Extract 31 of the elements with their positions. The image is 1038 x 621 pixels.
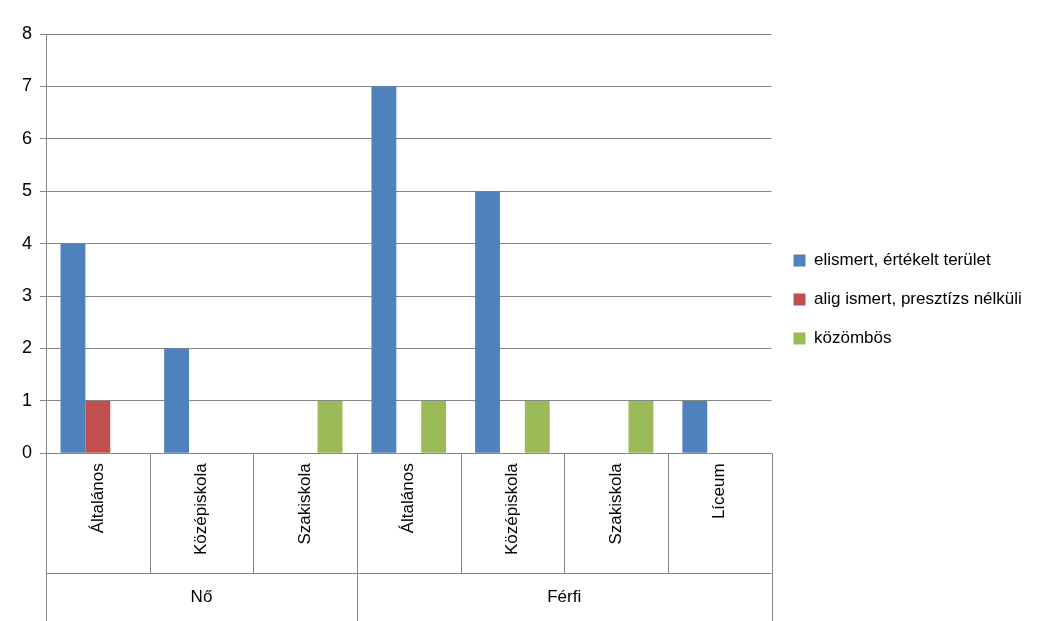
y-tick-label: 0 <box>22 442 33 463</box>
legend-label: elismert, értékelt terület <box>814 250 991 270</box>
x-tick-label: Általános <box>398 463 418 534</box>
y-tick-label: 6 <box>22 127 33 148</box>
x-tick-label: Általános <box>87 463 107 534</box>
y-tick-label: 7 <box>22 75 33 96</box>
x-tick-label: Középiskola <box>191 462 211 556</box>
y-tick-label: 3 <box>22 285 33 306</box>
bar <box>317 400 343 453</box>
y-tick-label: 4 <box>22 232 33 253</box>
x-tick-label: Szakiskola <box>294 462 314 545</box>
bar <box>371 86 397 453</box>
x-tick-label: Líceum <box>709 463 729 520</box>
bar <box>421 400 447 453</box>
legend-label: alig ismert, presztízs nélküli <box>814 289 1022 309</box>
y-tick-label: 1 <box>22 389 33 410</box>
y-tick-label: 2 <box>22 337 33 358</box>
text: Férfi <box>547 586 582 606</box>
y-tick-label: 5 <box>22 180 33 201</box>
bar <box>475 191 500 453</box>
y-tick-label: 8 <box>22 22 33 43</box>
x-tick-label: Középiskola <box>502 462 522 556</box>
bar <box>628 400 654 453</box>
bar <box>524 400 550 453</box>
bar <box>60 243 86 453</box>
x-tick-label: Szakiskola <box>605 462 625 545</box>
text: Nő <box>190 586 213 606</box>
bar <box>164 348 190 453</box>
bar <box>682 400 708 453</box>
legend-label: közömbös <box>814 328 892 348</box>
bar <box>85 400 111 453</box>
